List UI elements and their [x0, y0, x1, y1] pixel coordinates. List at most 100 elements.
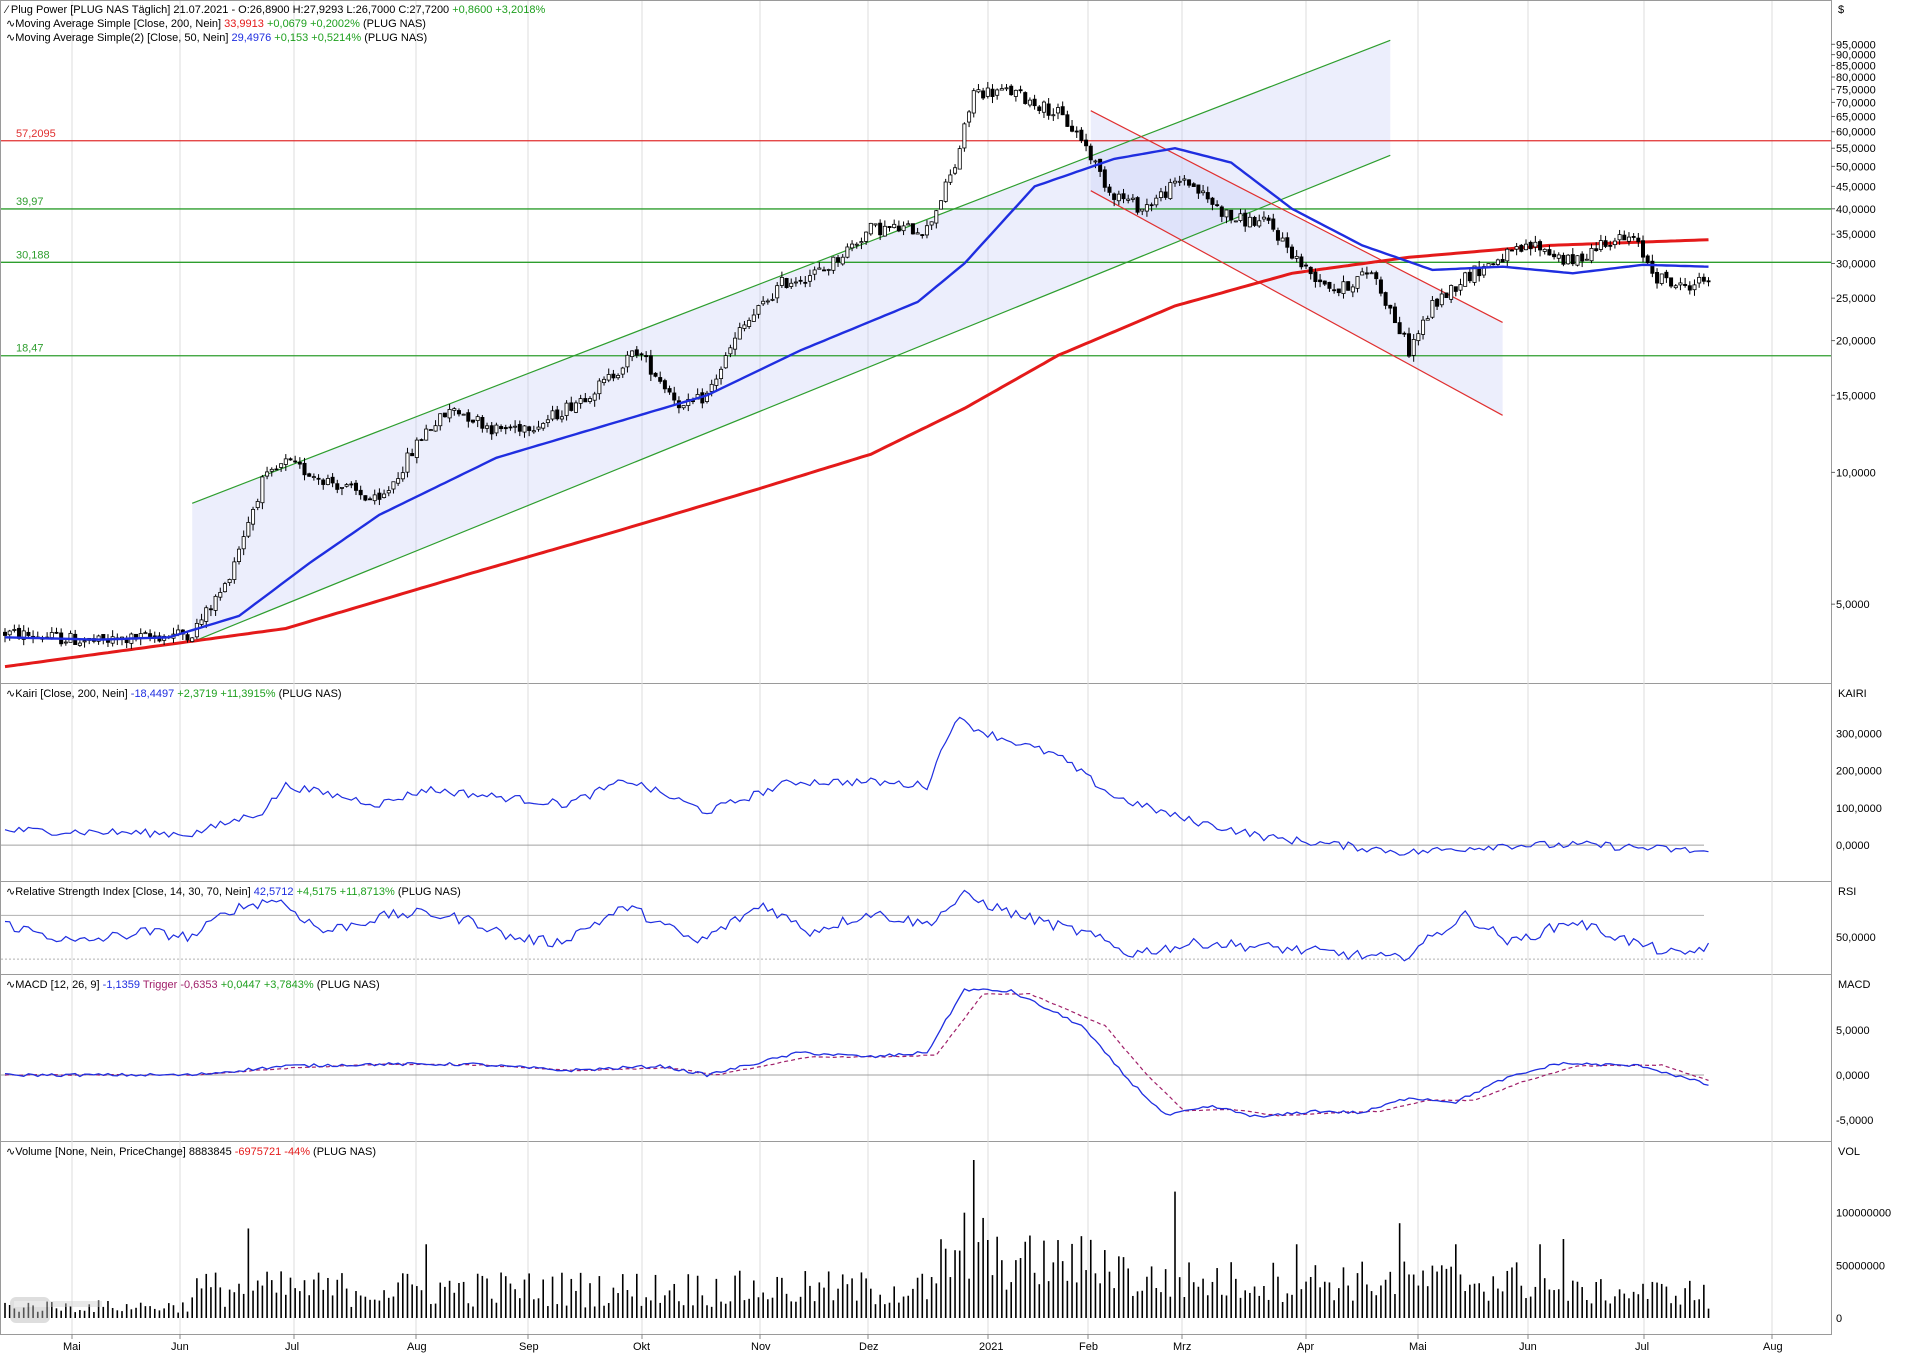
candle [470, 419, 475, 424]
price-tick-label: 75,0000 [1836, 84, 1876, 96]
candle [358, 485, 363, 500]
candle [1397, 316, 1402, 335]
candle [1140, 208, 1145, 216]
candle [382, 489, 387, 499]
candle [648, 349, 653, 382]
candle [536, 420, 541, 432]
candle [1018, 85, 1023, 94]
candle [1407, 327, 1412, 358]
candle [1037, 105, 1042, 115]
volume-bars [4, 1160, 1710, 1318]
candle [1294, 250, 1299, 263]
candle [410, 448, 415, 457]
candle [1182, 175, 1187, 186]
ma50-line [4, 146, 1709, 641]
candle [485, 422, 490, 433]
candle [990, 84, 995, 104]
candle [864, 231, 869, 245]
candle [499, 424, 504, 432]
candle [442, 412, 447, 418]
price-tick-label: 40,0000 [1836, 204, 1876, 216]
candle [611, 369, 616, 382]
candle [265, 466, 270, 480]
trend-channel-lines [191, 39, 1503, 643]
candle [929, 221, 934, 230]
candle [1013, 89, 1018, 102]
candle [826, 268, 831, 276]
candle [1173, 177, 1178, 187]
candle [939, 200, 944, 210]
volume-tick-label: 100000000 [1836, 1208, 1891, 1220]
candle [812, 266, 817, 281]
volume-panel [0, 1141, 1832, 1335]
month-label: Jul [285, 1341, 299, 1353]
month-label: 2021 [979, 1341, 1003, 1353]
candle [924, 220, 929, 239]
candle [227, 578, 232, 586]
indicator-icon: ∿ [6, 18, 15, 30]
candle [1121, 188, 1126, 204]
candle [1196, 184, 1201, 199]
kairi-tick-label: 100,0000 [1836, 803, 1882, 815]
candle [428, 428, 433, 432]
candle [1266, 215, 1271, 224]
kairi-tick-label: 200,0000 [1836, 766, 1882, 778]
candle [550, 405, 555, 422]
candle [494, 422, 499, 437]
candle [836, 254, 841, 267]
candle [653, 372, 658, 378]
candle [592, 391, 597, 407]
candle [1322, 280, 1327, 286]
price-tick-label: 50,0000 [1836, 161, 1876, 173]
candle [910, 223, 915, 235]
candle [681, 405, 686, 410]
candle [517, 420, 522, 437]
candle [260, 474, 265, 510]
candle [236, 546, 241, 565]
candle [1023, 91, 1028, 105]
candle [293, 455, 298, 464]
price-panel [0, 0, 1832, 684]
price-tick-label: 15,0000 [1836, 390, 1876, 402]
candle [1491, 262, 1496, 266]
candle [372, 489, 377, 505]
macd-axis-title: MACD [1838, 979, 1870, 991]
candle [1584, 253, 1589, 261]
price-tick-label: 80,0000 [1836, 72, 1876, 84]
candle [995, 88, 1000, 100]
channel-upper-line [1090, 110, 1503, 324]
month-label: Jun [1519, 1341, 1537, 1353]
month-label: Jul [1635, 1341, 1649, 1353]
candle [1163, 185, 1168, 200]
candle [1112, 192, 1117, 207]
candle [770, 293, 775, 302]
chart-icon: ⁄ [3, 4, 11, 16]
candle [12, 624, 17, 633]
candle [77, 640, 82, 647]
month-label: Mai [1409, 1341, 1427, 1353]
candle [1187, 179, 1192, 188]
candle [1154, 194, 1159, 208]
candle [269, 467, 274, 477]
candle [7, 629, 12, 641]
candle [850, 240, 855, 252]
candle [630, 350, 635, 362]
macd-tick-label: 0,0000 [1836, 1070, 1870, 1082]
candle [1290, 244, 1295, 260]
candle [1102, 166, 1107, 192]
candle [967, 109, 972, 128]
candle [714, 374, 719, 392]
candle [1566, 253, 1571, 265]
candle [569, 396, 574, 412]
candle [480, 415, 485, 433]
candle [1032, 94, 1037, 110]
candle [386, 486, 391, 497]
candle [667, 385, 672, 395]
candle [887, 226, 892, 232]
candle [447, 404, 452, 423]
month-label: Feb [1079, 1341, 1098, 1353]
candle [934, 209, 939, 229]
candle [1243, 209, 1248, 232]
candle [1580, 251, 1585, 268]
